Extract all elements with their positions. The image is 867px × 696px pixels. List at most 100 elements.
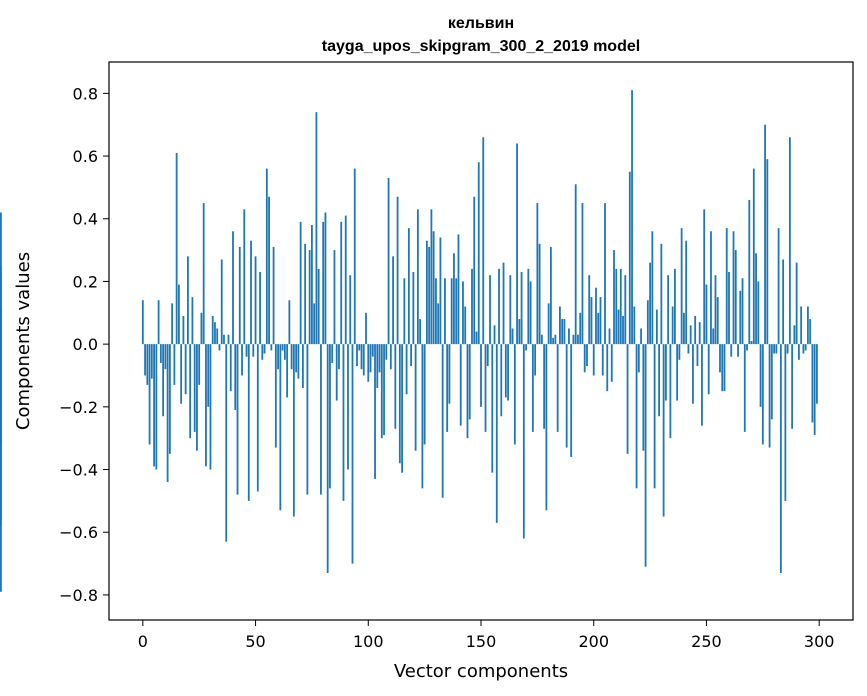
- bar: [502, 262, 505, 345]
- bar: [692, 344, 694, 404]
- bar: [164, 344, 167, 370]
- bar: [146, 344, 149, 385]
- bar: [342, 344, 345, 501]
- bar: [263, 344, 266, 354]
- bar: [265, 168, 268, 345]
- bar: [435, 278, 437, 345]
- bar: [281, 344, 284, 351]
- bar: [205, 344, 207, 467]
- bar: [486, 344, 489, 367]
- bar: [256, 344, 259, 492]
- bar: [793, 325, 796, 345]
- bar: [728, 272, 730, 345]
- chart-title-line-1: кельвин: [448, 15, 514, 32]
- bar: [308, 250, 311, 345]
- bar: [777, 228, 780, 345]
- bar: [462, 281, 464, 345]
- bar: [804, 344, 807, 351]
- bar: [396, 196, 399, 345]
- bar: [626, 344, 629, 454]
- bar: [680, 228, 683, 345]
- bar: [788, 137, 791, 345]
- y-tick-label: 0.4: [73, 210, 98, 229]
- bar: [617, 309, 620, 345]
- bar: [755, 253, 757, 345]
- bar: [468, 344, 471, 420]
- x-tick-label: 200: [578, 632, 609, 651]
- bar: [259, 272, 261, 345]
- bar: [168, 344, 171, 454]
- bar: [775, 344, 778, 354]
- bar: [428, 246, 431, 345]
- bar: [800, 306, 803, 345]
- bar: [766, 159, 769, 345]
- bar: [696, 344, 699, 367]
- bar: [816, 344, 818, 404]
- bar: [624, 275, 627, 345]
- bar: [579, 312, 582, 345]
- bar: [791, 344, 794, 429]
- y-tick-label: 0.8: [73, 84, 98, 103]
- bar: [608, 328, 611, 345]
- bar: [261, 344, 264, 360]
- bar: [768, 344, 771, 448]
- x-axis-ticks: 0 50 100 150 200 250 300: [138, 620, 835, 651]
- bar: [631, 90, 633, 345]
- bar: [725, 228, 728, 345]
- bar: [730, 344, 733, 357]
- bar: [568, 328, 570, 345]
- bar: [574, 184, 577, 345]
- bar: [290, 344, 293, 370]
- chart-title: кельвин tayga_upos_skipgram_300_2_2019 m…: [322, 15, 640, 55]
- bar: [482, 137, 485, 345]
- bar: [153, 344, 155, 467]
- y-tick-label: −0.2: [59, 398, 98, 417]
- bar: [347, 344, 349, 470]
- bar: [277, 344, 279, 370]
- bar: [416, 209, 419, 345]
- bar: [588, 275, 591, 345]
- bar: [351, 344, 354, 564]
- bar: [333, 250, 336, 345]
- bar: [660, 243, 663, 345]
- bar: [457, 234, 460, 345]
- bar: [227, 334, 230, 345]
- bar: [353, 168, 356, 345]
- x-tick-label: 150: [466, 632, 497, 651]
- bar: [162, 344, 165, 417]
- bar: [392, 256, 394, 345]
- bar: [811, 344, 814, 423]
- bar: [475, 331, 478, 345]
- bar: [268, 196, 270, 345]
- bar: [218, 344, 221, 351]
- bar: [356, 344, 358, 367]
- bar: [732, 231, 735, 345]
- bar: [274, 344, 277, 448]
- bar: [471, 268, 473, 345]
- bar: [565, 344, 568, 448]
- x-tick-label: 300: [804, 632, 835, 651]
- bar: [157, 300, 160, 345]
- bar: [743, 344, 746, 432]
- bar: [180, 344, 183, 404]
- bar: [380, 344, 383, 439]
- x-tick-label: 0: [138, 632, 148, 651]
- bar: [703, 209, 706, 345]
- bar: [531, 344, 534, 432]
- bar: [604, 203, 606, 345]
- bar: [349, 275, 352, 345]
- bar: [802, 344, 805, 354]
- bar: [439, 237, 442, 345]
- x-tick-label: 100: [353, 632, 384, 651]
- bar: [295, 344, 298, 373]
- bar: [543, 344, 546, 429]
- bar: [613, 250, 615, 345]
- bar: [398, 344, 401, 464]
- bar: [270, 344, 273, 351]
- bar: [254, 256, 257, 345]
- bar: [301, 344, 304, 389]
- bar: [734, 250, 737, 345]
- bar: [701, 344, 703, 426]
- bar: [200, 312, 203, 345]
- bar: [419, 319, 422, 345]
